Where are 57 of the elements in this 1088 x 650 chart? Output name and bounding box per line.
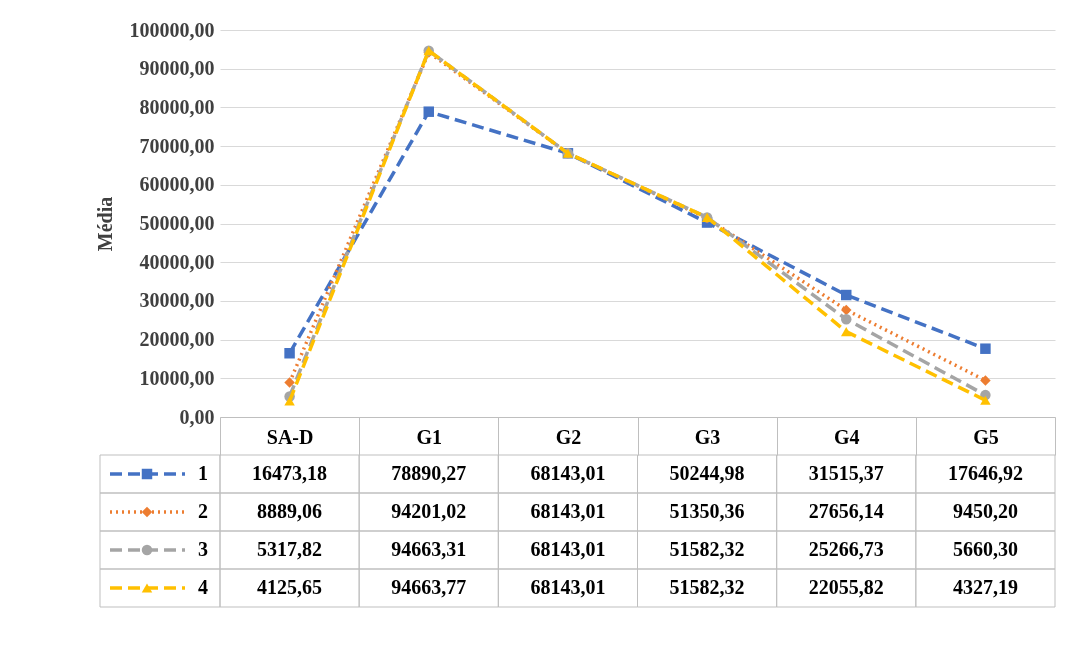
data-label: 8889,06 [257,500,323,522]
point [284,377,295,388]
data-label: 51582,32 [669,576,745,598]
data-label: 31515,37 [808,462,884,484]
point [841,304,852,316]
point [980,395,991,405]
data-label: 16473,18 [252,462,328,484]
data-label: 68143,01 [530,500,606,522]
x-tick-label: G5 [973,425,999,448]
y-tick-label: 10000,00 [139,366,215,389]
data-label: 68143,01 [530,538,606,560]
data-label: 27656,14 [808,500,884,522]
x-tick-label: G2 [555,425,582,448]
y-tick-label: 20000,00 [139,328,215,351]
point [841,289,852,301]
point [841,327,852,337]
data-label: 94663,31 [391,538,467,560]
y-tick-label: 30000,00 [139,289,215,312]
data-label: 94201,02 [391,500,467,522]
data-label: 68143,01 [530,462,606,484]
data-label: 25266,73 [808,538,884,560]
data-label: 9450,20 [952,500,1018,522]
legend-label: 2 [198,500,208,522]
point [980,375,991,386]
y-tick-label: 50000,00 [139,212,215,234]
data-label: 50244,98 [669,462,745,484]
data-label: 94663,77 [391,576,467,598]
data-label: 78890,27 [391,462,467,484]
data-label: 22055,82 [808,576,884,598]
data-label: 68143,01 [530,576,606,598]
point [841,313,852,325]
y-axis-title: Média [93,196,116,252]
data-label: 5660,30 [952,538,1018,560]
point [284,396,295,406]
x-tick-label: G1 [416,425,443,448]
legend-label: 4 [198,576,208,598]
y-tick-label: 100000,00 [129,18,215,41]
y-tick-label: 80000,00 [139,95,215,118]
point [423,106,434,117]
legend-label: 1 [198,462,208,484]
data-label: 51350,36 [669,500,745,522]
legend-label: 3 [198,538,208,560]
data-label: 4327,19 [952,576,1018,598]
y-tick-label: 0,00 [179,405,215,428]
y-tick-label: 70000,00 [139,134,215,157]
x-tick-label: SA-D [266,425,314,448]
data-label: 51582,32 [669,538,745,560]
data-label: 17646,92 [947,462,1023,484]
x-tick-label: G3 [694,425,721,448]
point [284,348,295,359]
data-label: 5317,82 [257,538,323,560]
y-tick-label: 40000,00 [139,250,215,273]
point [980,343,991,354]
data-label: 4125,65 [257,576,323,598]
y-tick-label: 60000,00 [139,173,215,196]
x-tick-label: G4 [833,425,860,448]
y-tick-label: 90000,00 [139,57,215,80]
